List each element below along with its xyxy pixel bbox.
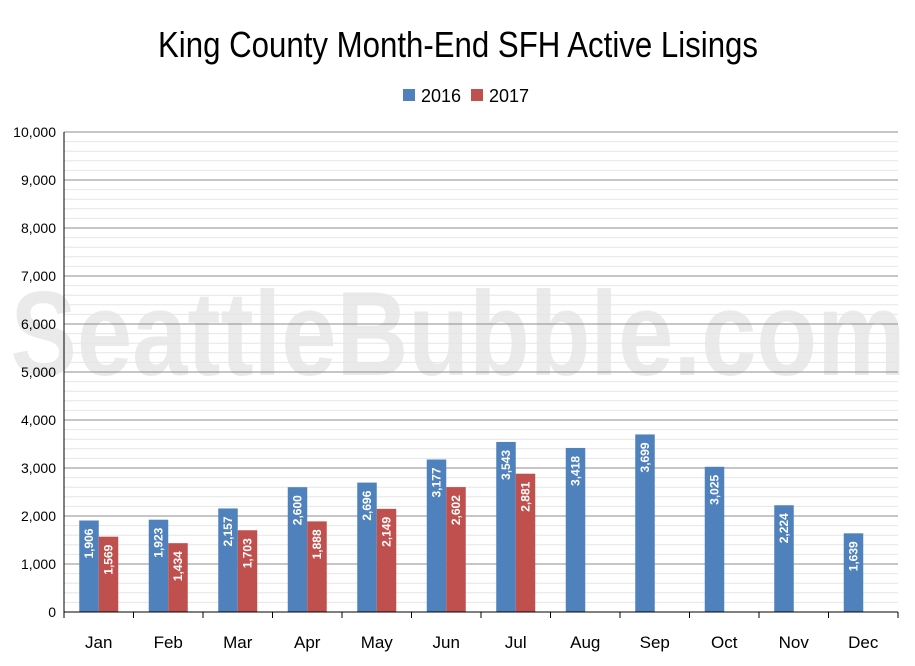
bar-2016-sep bbox=[635, 434, 655, 612]
bar-2016-oct bbox=[704, 466, 725, 612]
data-labels: 1,906 1,923 2,157 2,600 2,696 3,177 3,543 3,418… bbox=[82, 442, 861, 581]
bar-2017-jan bbox=[98, 536, 119, 612]
bar-2017-feb bbox=[168, 543, 188, 612]
data-label: 2,881 bbox=[519, 481, 533, 511]
bar-2016-dec bbox=[843, 533, 864, 612]
y-tick-label: 3,000 bbox=[21, 460, 56, 476]
bar-2016-jan bbox=[79, 520, 99, 612]
data-label: 3,177 bbox=[430, 467, 444, 497]
data-label: 3,543 bbox=[499, 450, 513, 480]
y-tick-label: 1,000 bbox=[21, 556, 56, 572]
legend-label-2017: 2017 bbox=[489, 86, 529, 106]
bar-2016-mar bbox=[218, 508, 238, 612]
y-tick-labels: 0 1,000 2,000 3,000 4,000 5,000 6,000 7,000 8,00… bbox=[13, 124, 56, 620]
x-tick-label: Oct bbox=[711, 633, 738, 652]
axes bbox=[63, 132, 899, 618]
bar-2016-aug bbox=[565, 447, 586, 612]
y-tick-label: 5,000 bbox=[21, 364, 56, 380]
chart-title: King County Month-End SFH Active Lisings bbox=[158, 24, 758, 65]
y-tick-label: 0 bbox=[48, 604, 56, 620]
x-tick-label: Aug bbox=[570, 633, 600, 652]
data-label: 1,434 bbox=[171, 551, 185, 581]
bars bbox=[79, 434, 864, 612]
bar-2017-mar bbox=[237, 530, 258, 612]
x-tick-label: Jun bbox=[433, 633, 460, 652]
bar-2017-may bbox=[376, 508, 397, 612]
data-label: 2,224 bbox=[777, 513, 791, 543]
bar-2016-nov bbox=[774, 505, 794, 612]
x-tick-label: Dec bbox=[848, 633, 879, 652]
y-tick-label: 7,000 bbox=[21, 268, 56, 284]
x-tick-label: Mar bbox=[223, 633, 253, 652]
major-gridlines bbox=[64, 131, 898, 613]
data-label: 2,696 bbox=[360, 490, 374, 520]
data-label: 1,703 bbox=[241, 538, 255, 568]
legend: 2016 2017 bbox=[403, 86, 529, 106]
y-tick-label: 8,000 bbox=[21, 220, 56, 236]
data-label: 1,923 bbox=[152, 527, 166, 557]
bar-2017-apr bbox=[307, 521, 327, 612]
legend-label-2016: 2016 bbox=[421, 86, 461, 106]
bar-2016-may bbox=[357, 482, 377, 612]
x-tick-label: Apr bbox=[294, 633, 321, 652]
data-label: 1,569 bbox=[102, 544, 116, 574]
data-label: 3,418 bbox=[569, 456, 583, 486]
data-label: 2,149 bbox=[380, 517, 394, 547]
y-tick-label: 4,000 bbox=[21, 412, 56, 428]
data-label: 2,602 bbox=[449, 495, 463, 525]
data-label: 3,699 bbox=[638, 442, 652, 472]
x-tick-label: Nov bbox=[779, 633, 810, 652]
y-tick-label: 2,000 bbox=[21, 508, 56, 524]
x-tick-label: Jan bbox=[85, 633, 112, 652]
data-label: 3,025 bbox=[708, 474, 722, 504]
x-tick-label: Feb bbox=[154, 633, 183, 652]
data-label: 1,639 bbox=[847, 541, 861, 571]
bar-2017-jun bbox=[446, 487, 466, 612]
x-tick-labels: Jan Feb Mar Apr May Jun Jul Aug Sep Oct Nov Dec bbox=[85, 633, 879, 652]
data-label: 2,600 bbox=[291, 495, 305, 525]
bar-2016-jun bbox=[426, 459, 447, 612]
data-label: 2,157 bbox=[221, 516, 235, 546]
bar-2016-feb bbox=[148, 519, 169, 612]
bar-2016-jul bbox=[496, 441, 516, 612]
legend-swatch-2016 bbox=[403, 89, 415, 101]
data-label: 1,888 bbox=[310, 529, 324, 559]
legend-swatch-2017 bbox=[471, 89, 483, 101]
bar-2016-apr bbox=[287, 487, 308, 612]
x-tick-label: May bbox=[361, 633, 394, 652]
y-tick-label: 9,000 bbox=[21, 172, 56, 188]
y-tick-label: 10,000 bbox=[13, 124, 56, 140]
x-tick-label: Jul bbox=[505, 633, 527, 652]
y-tick-label: 6,000 bbox=[21, 316, 56, 332]
bar-2017-jul bbox=[515, 473, 536, 612]
x-tick-label: Sep bbox=[640, 633, 670, 652]
data-label: 1,906 bbox=[82, 528, 96, 558]
